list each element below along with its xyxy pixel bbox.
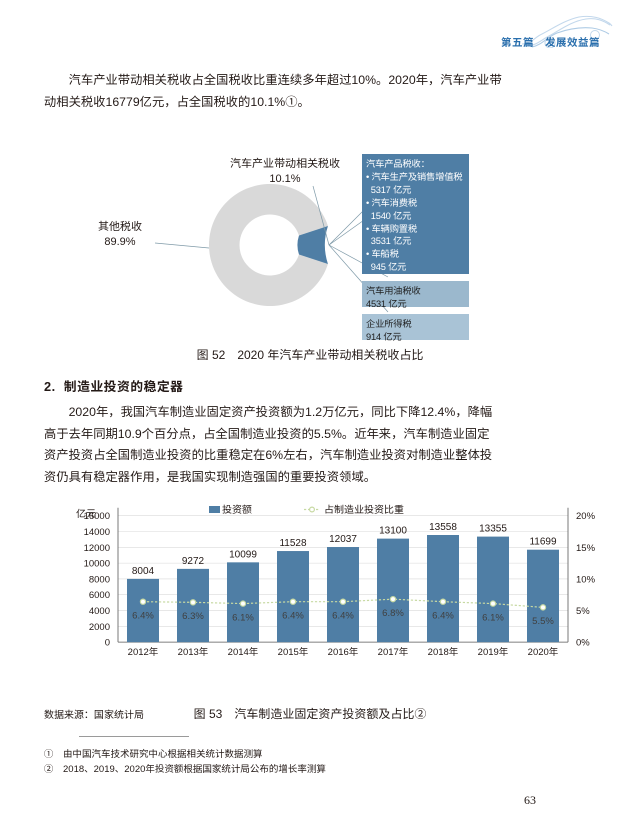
- svg-text:2015年: 2015年: [278, 646, 309, 658]
- svg-text:16000: 16000: [84, 511, 110, 522]
- svg-text:5%: 5%: [576, 606, 590, 617]
- svg-text:6000: 6000: [89, 590, 110, 601]
- svg-text:2018年: 2018年: [428, 646, 459, 658]
- svg-text:10.1%: 10.1%: [269, 173, 300, 185]
- svg-text:13100: 13100: [379, 526, 407, 537]
- svg-text:12037: 12037: [329, 534, 357, 545]
- svg-text:6.1%: 6.1%: [232, 612, 254, 623]
- svg-text:8000: 8000: [89, 574, 110, 585]
- svg-text:6.4%: 6.4%: [332, 611, 354, 622]
- svg-text:6.3%: 6.3%: [182, 611, 204, 622]
- svg-text:2014年: 2014年: [228, 646, 259, 658]
- svg-text:占制造业投资比重: 占制造业投资比重: [324, 504, 404, 516]
- svg-text:13558: 13558: [429, 522, 457, 533]
- svg-text:0: 0: [105, 638, 110, 649]
- svg-text:2000: 2000: [89, 622, 110, 633]
- svg-text:13355: 13355: [479, 524, 507, 535]
- svg-text:5.5%: 5.5%: [532, 616, 554, 627]
- svg-text:2013年: 2013年: [178, 646, 209, 658]
- svg-text:6.4%: 6.4%: [282, 611, 304, 622]
- svg-text:其他税收: 其他税收: [98, 220, 142, 233]
- svg-text:2012年: 2012年: [128, 646, 159, 658]
- svg-text:4000: 4000: [89, 606, 110, 617]
- svg-text:8004: 8004: [132, 566, 155, 577]
- svg-text:11699: 11699: [529, 537, 557, 548]
- svg-text:6.8%: 6.8%: [382, 608, 404, 619]
- svg-text:6.4%: 6.4%: [432, 611, 454, 622]
- svg-text:10%: 10%: [576, 574, 596, 585]
- svg-text:2019年: 2019年: [478, 646, 509, 658]
- svg-text:10099: 10099: [229, 549, 257, 560]
- svg-text:10000: 10000: [84, 559, 110, 570]
- svg-text:14000: 14000: [84, 527, 110, 538]
- svg-text:2017年: 2017年: [378, 646, 409, 658]
- svg-text:0%: 0%: [576, 638, 590, 649]
- svg-text:89.9%: 89.9%: [104, 236, 135, 248]
- svg-text:6.1%: 6.1%: [482, 612, 504, 623]
- svg-text:20%: 20%: [576, 511, 596, 522]
- svg-text:2020年: 2020年: [528, 646, 559, 658]
- svg-text:投资额: 投资额: [222, 504, 252, 516]
- svg-text:9272: 9272: [182, 556, 205, 567]
- svg-text:15%: 15%: [576, 543, 596, 554]
- svg-text:汽车产业带动相关税收: 汽车产业带动相关税收: [230, 157, 340, 170]
- svg-text:6.4%: 6.4%: [132, 611, 154, 622]
- svg-text:12000: 12000: [84, 543, 110, 554]
- svg-text:2016年: 2016年: [328, 646, 359, 658]
- svg-text:11528: 11528: [279, 538, 307, 549]
